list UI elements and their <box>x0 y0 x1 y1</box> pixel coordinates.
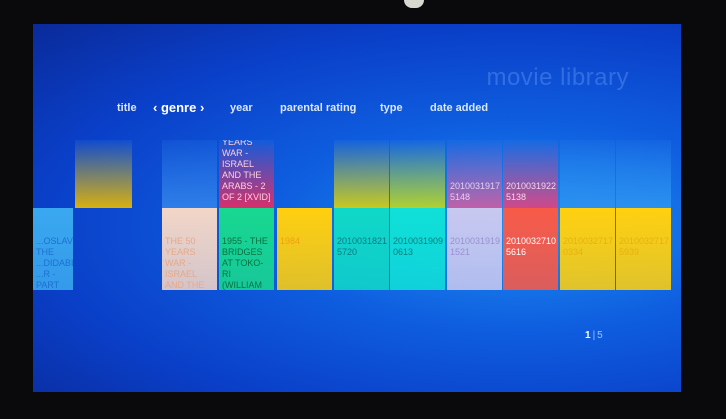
movie-tile[interactable]: 2010032710 5616 <box>503 208 558 290</box>
movie-tile-label: 2010031919 1521 <box>450 236 501 257</box>
movie-tile-label: 2010032717 5939 <box>619 236 670 257</box>
movie-tile[interactable]: THE 50 YEARS WAR - ISRAEL AND THE ARABS … <box>162 208 217 290</box>
pager-total: 5 <box>597 330 603 341</box>
movie-tile[interactable]: 2010031821 5720 <box>334 208 389 290</box>
sort-nav: title ‹ genre › year parental rating type dat… <box>33 100 681 122</box>
media-center-screen: movie library title ‹ genre › year parental… <box>33 24 681 392</box>
movie-tile[interactable]: YEARS WAR - ISRAEL AND THE ARABS - 2 OF … <box>219 140 274 208</box>
movie-tile[interactable]: 2010031922 5138 <box>503 140 558 208</box>
nav-item[interactable]: title <box>117 102 137 114</box>
movie-tile-label: ...OSLAVI THE ...DIDABLE ...R - PART ...… <box>36 236 73 290</box>
movie-tile-label: 2010031821 5720 <box>337 236 388 257</box>
movie-tile-label: 2010031922 5138 <box>506 181 557 202</box>
movie-tile[interactable] <box>334 140 389 208</box>
movie-tile[interactable]: 1955 - THE BRIDGES AT TOKO-RI (WILLIAM H… <box>219 208 274 290</box>
nav-item[interactable]: date added <box>430 102 489 114</box>
movie-tile-label: THE 50 YEARS WAR - ISRAEL AND THE ARABS … <box>165 236 205 290</box>
tv-sensor <box>404 0 424 8</box>
movie-tile[interactable] <box>162 140 217 208</box>
nav-item[interactable]: parental rating <box>280 102 357 114</box>
movie-tile[interactable] <box>616 140 671 208</box>
movie-tile[interactable] <box>390 140 445 208</box>
movie-tile[interactable]: 2010032717 5939 <box>616 208 671 290</box>
movie-tile-label: 1955 - THE BRIDGES AT TOKO-RI (WILLIAM H… <box>222 236 268 290</box>
pager-current: 1 <box>585 330 591 341</box>
movie-tile[interactable]: 2010032717 0334 <box>560 208 615 290</box>
movie-tile[interactable]: ...OSLAVI THE ...DIDABLE ...R - PART ...… <box>33 208 73 290</box>
movie-tile-label: 2010032710 5616 <box>506 236 557 257</box>
movie-tile-label: 2010032717 0334 <box>563 236 614 257</box>
movie-tile-label: YEARS WAR - ISRAEL AND THE ARABS - 2 OF … <box>222 140 271 202</box>
movie-tile[interactable] <box>75 140 132 208</box>
movie-tile-label: 2010031909 0613 <box>393 236 444 257</box>
nav-item[interactable]: ‹ genre › <box>153 100 205 115</box>
movie-tile[interactable] <box>560 140 615 208</box>
movie-tile[interactable]: 2010031919 1521 <box>447 208 502 290</box>
nav-item[interactable]: type <box>380 102 403 114</box>
movie-tile[interactable]: 2010031917 5148 <box>447 140 502 208</box>
movie-tile[interactable]: 1984 <box>277 208 332 290</box>
pager-separator: | <box>592 330 596 341</box>
movie-tile[interactable]: 2010031909 0613 <box>390 208 445 290</box>
page-title: movie library <box>486 64 629 91</box>
movie-tile-label: 2010031917 5148 <box>450 181 501 202</box>
pager: 1 | 5 <box>585 330 603 341</box>
nav-item[interactable]: year <box>230 102 253 114</box>
movie-tile-label: 1984 <box>280 236 301 246</box>
